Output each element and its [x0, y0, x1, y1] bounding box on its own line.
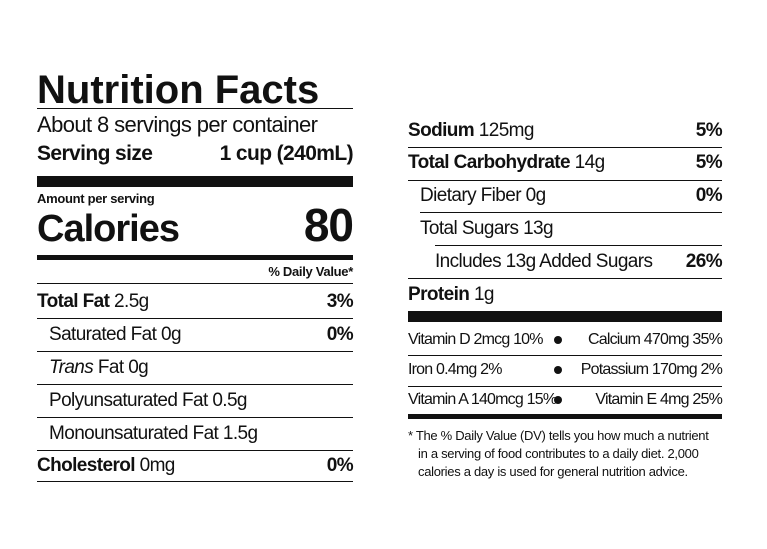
nutrient-row-added-sugars: Includes 13g Added Sugars 26%	[435, 251, 723, 272]
divider	[37, 283, 353, 284]
nutrient-row-total-sugars: Total Sugars 13g	[420, 218, 554, 239]
nutrient-row-protein: Protein 1g	[408, 284, 494, 305]
divider	[408, 180, 722, 181]
nutrient-row-saturated-fat: Saturated Fat 0g 0%	[49, 324, 354, 345]
daily-value-header-text: % Daily Value*	[268, 264, 353, 279]
amount-per-serving: Amount per serving	[37, 191, 155, 206]
nutrient-row-monounsaturated-fat: Monounsaturated Fat 1.5g	[49, 423, 258, 444]
nutrient-row-trans-fat: Trans Fat 0g	[49, 357, 149, 378]
thick-divider	[408, 311, 722, 322]
footnote-line: in a serving of food contributes to a da…	[418, 446, 699, 461]
divider	[37, 351, 353, 352]
medium-divider	[37, 255, 353, 260]
vitamin-row: Vitamin D 2mcg 10% Calcium 470mg 35%	[408, 331, 723, 348]
nutrient-row-polyunsaturated-fat: Polyunsaturated Fat 0.5g	[49, 390, 248, 411]
footnote-line: * The % Daily Value (DV) tells you how m…	[408, 428, 709, 443]
bullet-icon	[553, 366, 562, 374]
calories-label: Calories	[37, 208, 180, 250]
footnote-line: calories a day is used for general nutri…	[418, 464, 688, 479]
label-title: Nutrition Facts	[37, 68, 320, 112]
nutrient-row-total-carbohydrate: Total Carbohydrate 14g 5%	[408, 152, 723, 173]
divider	[37, 108, 353, 109]
medium-divider	[408, 414, 722, 419]
divider	[37, 417, 353, 418]
thick-divider	[37, 176, 353, 187]
nutrition-left-column: Nutrition Facts About 8 servings per con…	[37, 0, 354, 549]
vitamin-row: Iron 0.4mg 2% Potassium 170mg 2%	[408, 361, 723, 378]
serving-size-row: Serving size 1 cup (240mL)	[37, 142, 354, 166]
divider	[420, 212, 722, 213]
bullet-icon	[553, 396, 562, 404]
divider	[408, 355, 722, 356]
nutrient-row-sodium: Sodium 125mg 5%	[408, 120, 723, 141]
calories-value: 80	[303, 199, 354, 251]
divider	[408, 386, 722, 387]
divider	[37, 481, 353, 482]
serving-size-label: Serving size	[37, 142, 153, 165]
divider	[37, 318, 353, 319]
calories-row: Calories 80	[37, 198, 354, 252]
divider	[408, 147, 722, 148]
nutrient-row-cholesterol: Cholesterol 0mg 0%	[37, 455, 354, 476]
nutrient-row-total-fat: Total Fat 2.5g 3%	[37, 291, 354, 312]
servings-per-container: About 8 servings per container	[37, 112, 318, 137]
bullet-icon	[553, 336, 562, 344]
divider	[37, 384, 353, 385]
divider	[435, 245, 722, 246]
divider	[408, 278, 722, 279]
nutrient-row-dietary-fiber: Dietary Fiber 0g 0%	[420, 185, 723, 206]
serving-size-value: 1 cup (240mL)	[219, 142, 354, 165]
nutrition-right-column: Sodium 125mg 5% Total Carbohydrate 14g 5% …	[408, 0, 723, 549]
vitamin-row: Vitamin A 140mcg 15% Vitamin E 4mg 25%	[408, 391, 723, 408]
divider	[37, 450, 353, 451]
daily-value-header: % Daily Value*	[37, 264, 353, 279]
